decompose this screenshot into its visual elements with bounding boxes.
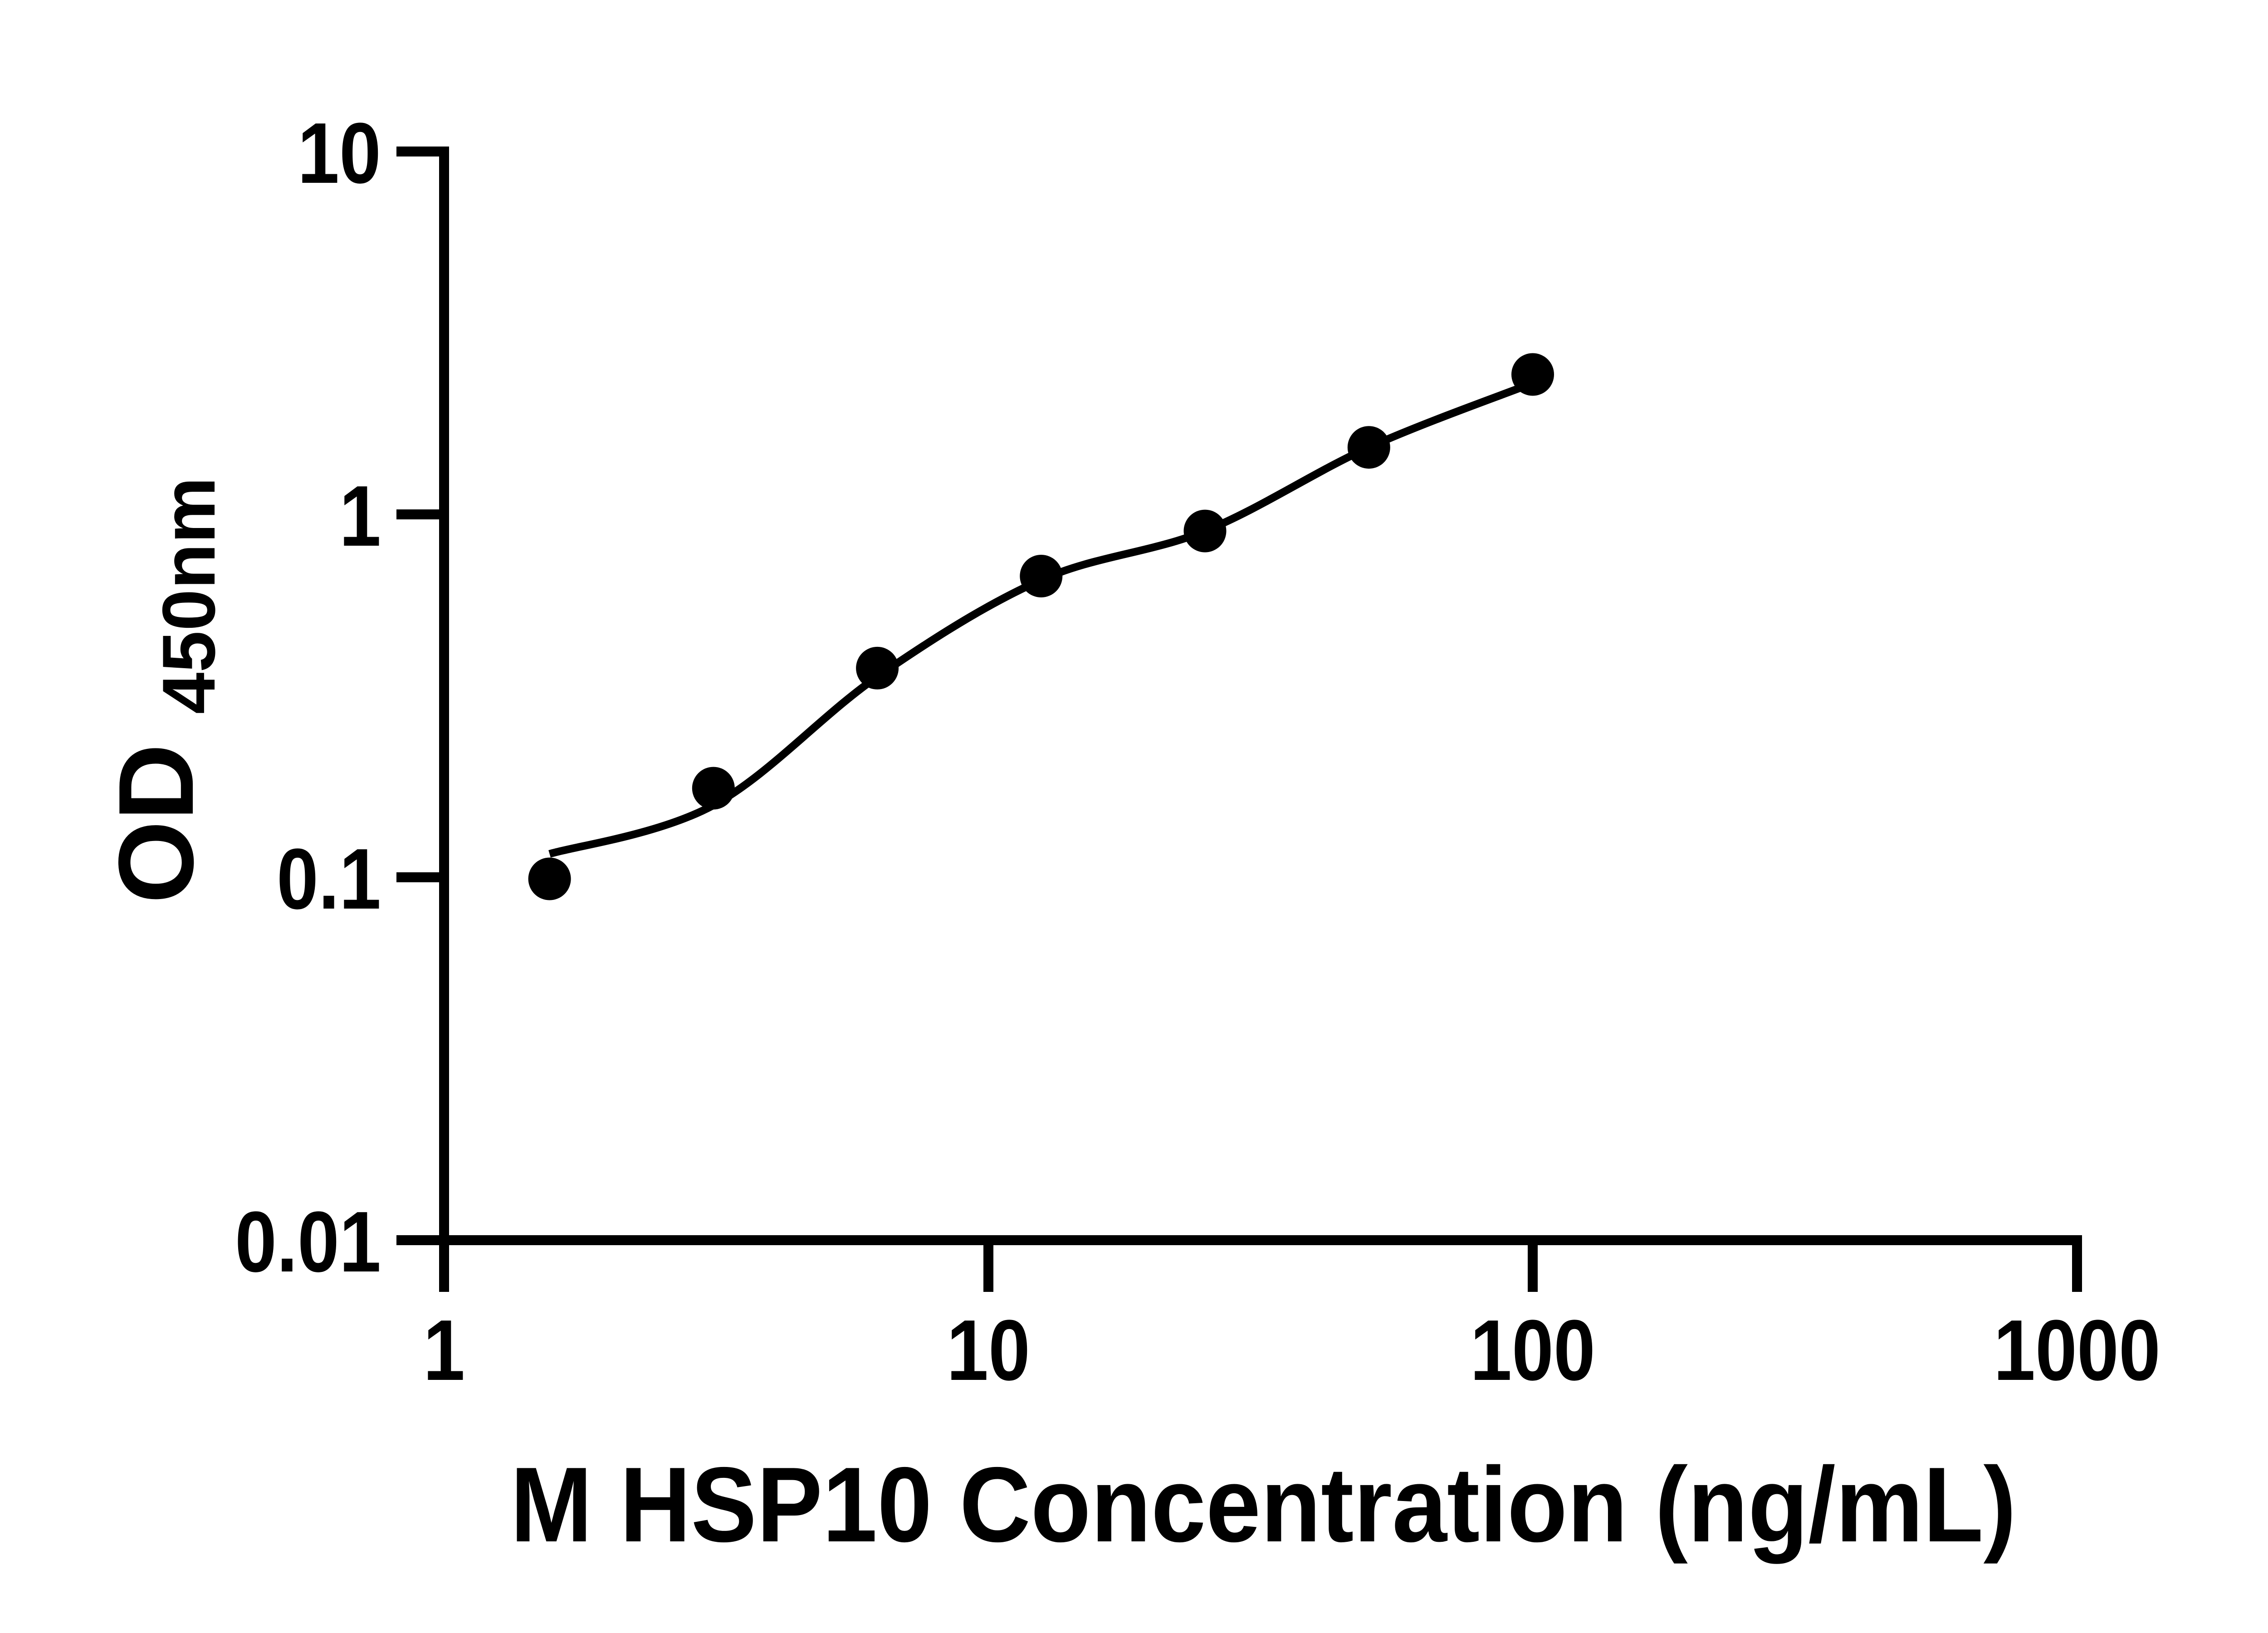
y-tick-label-0.01: 0.01 xyxy=(235,1194,381,1290)
x-ticks xyxy=(439,1240,2082,1292)
x-tick-label-10: 10 xyxy=(947,1302,1030,1398)
x-tick-label-1000: 1000 xyxy=(1994,1302,2160,1398)
data-point-50ng-ml xyxy=(1347,426,1390,469)
y-tick-label-1: 1 xyxy=(339,468,381,564)
y-ticks xyxy=(396,147,444,1245)
x-tick-label-100: 100 xyxy=(1470,1302,1595,1398)
x-axis-title: M HSP10 Concentration (ng/mL) xyxy=(510,1445,2016,1564)
y-tick-label-0.1: 0.1 xyxy=(277,831,381,927)
x-axis: 1 10 100 1000 xyxy=(423,1235,2160,1398)
data-point-1.5625ng-ml xyxy=(528,857,571,900)
data-points xyxy=(528,353,1554,900)
y-tick-label-10: 10 xyxy=(298,105,381,201)
data-point-12.5ng-ml xyxy=(1020,555,1063,597)
y-axis-title-main: OD xyxy=(96,744,215,904)
data-point-25ng-ml xyxy=(1183,509,1227,552)
data-point-3.125ng-ml xyxy=(692,767,735,810)
y-tick-labels: 10 1 0.1 0.01 xyxy=(235,105,381,1290)
y-axis: 10 1 0.1 0.01 xyxy=(235,105,449,1292)
data-point-100ng-ml xyxy=(1511,353,1554,396)
y-axis-title: OD 450nm xyxy=(96,477,230,904)
y-axis-title-subscript: 450nm xyxy=(147,477,230,714)
x-tick-labels: 1 10 100 1000 xyxy=(423,1302,2160,1398)
x-tick-label-1: 1 xyxy=(423,1302,465,1398)
data-point-6.25ng-ml xyxy=(856,646,899,689)
